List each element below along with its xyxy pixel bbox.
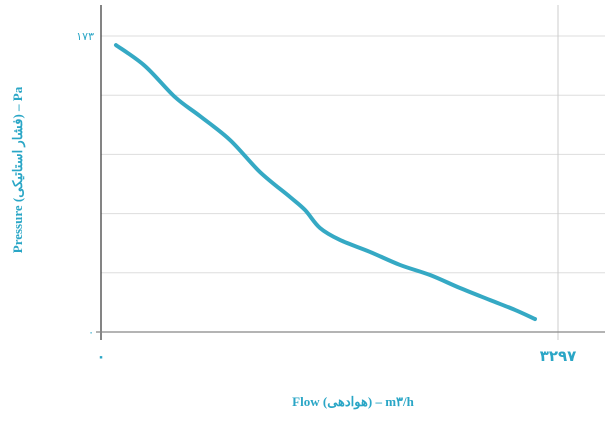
x-tick-label-min: ۰ — [97, 349, 106, 365]
y-tick-label-min: ۰ — [88, 326, 94, 339]
y-axis-label: Pressure (فشار استاتیکی) – Pa — [10, 86, 26, 253]
series-line — [113, 43, 537, 321]
x-axis-label: Flow (هوادهی) – m۳/h — [292, 394, 414, 410]
grid — [101, 35, 605, 274]
y-tick-label-max: ۱۷۳ — [76, 30, 94, 43]
x-tick-label-max: ۳۲۹۷ — [540, 347, 577, 365]
